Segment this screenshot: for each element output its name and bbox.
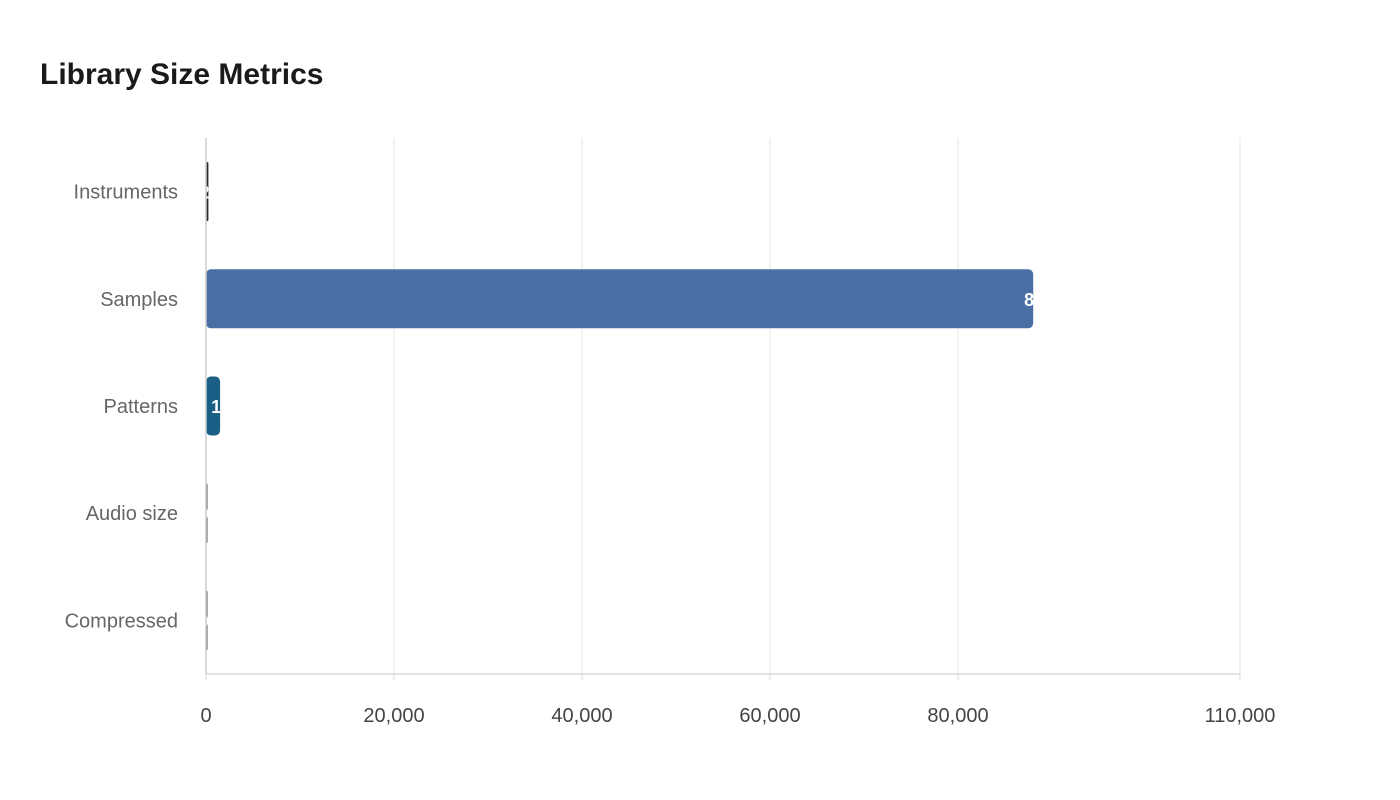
category-label-samples: Samples bbox=[100, 289, 178, 311]
x-tick-label-2: 40,000 bbox=[551, 705, 612, 727]
x-tick-label-0: 0 bbox=[200, 705, 211, 727]
value-label-patterns: 1 bbox=[211, 397, 221, 417]
x-tick-label-1: 20,000 bbox=[363, 705, 424, 727]
value-label-samples: 8 bbox=[1024, 290, 1034, 310]
value-label-instruments: 2 bbox=[199, 183, 209, 203]
x-tick-label-3: 60,000 bbox=[739, 705, 800, 727]
category-label-patterns: Patterns bbox=[104, 396, 178, 418]
x-tick-label-5: 110,000 bbox=[1205, 705, 1276, 727]
chart-title: Library Size Metrics bbox=[40, 58, 324, 91]
category-label-instruments: Instruments bbox=[74, 182, 178, 204]
x-tick-label-4: 80,000 bbox=[927, 705, 988, 727]
value-label-compressed: 0 bbox=[198, 611, 208, 631]
category-label-audio-size: Audio size bbox=[86, 503, 178, 525]
bar-samples bbox=[206, 269, 1034, 329]
category-label-compressed: Compressed bbox=[65, 610, 178, 632]
value-label-audio-size: 0 bbox=[198, 504, 208, 524]
bar-patterns bbox=[206, 376, 221, 436]
